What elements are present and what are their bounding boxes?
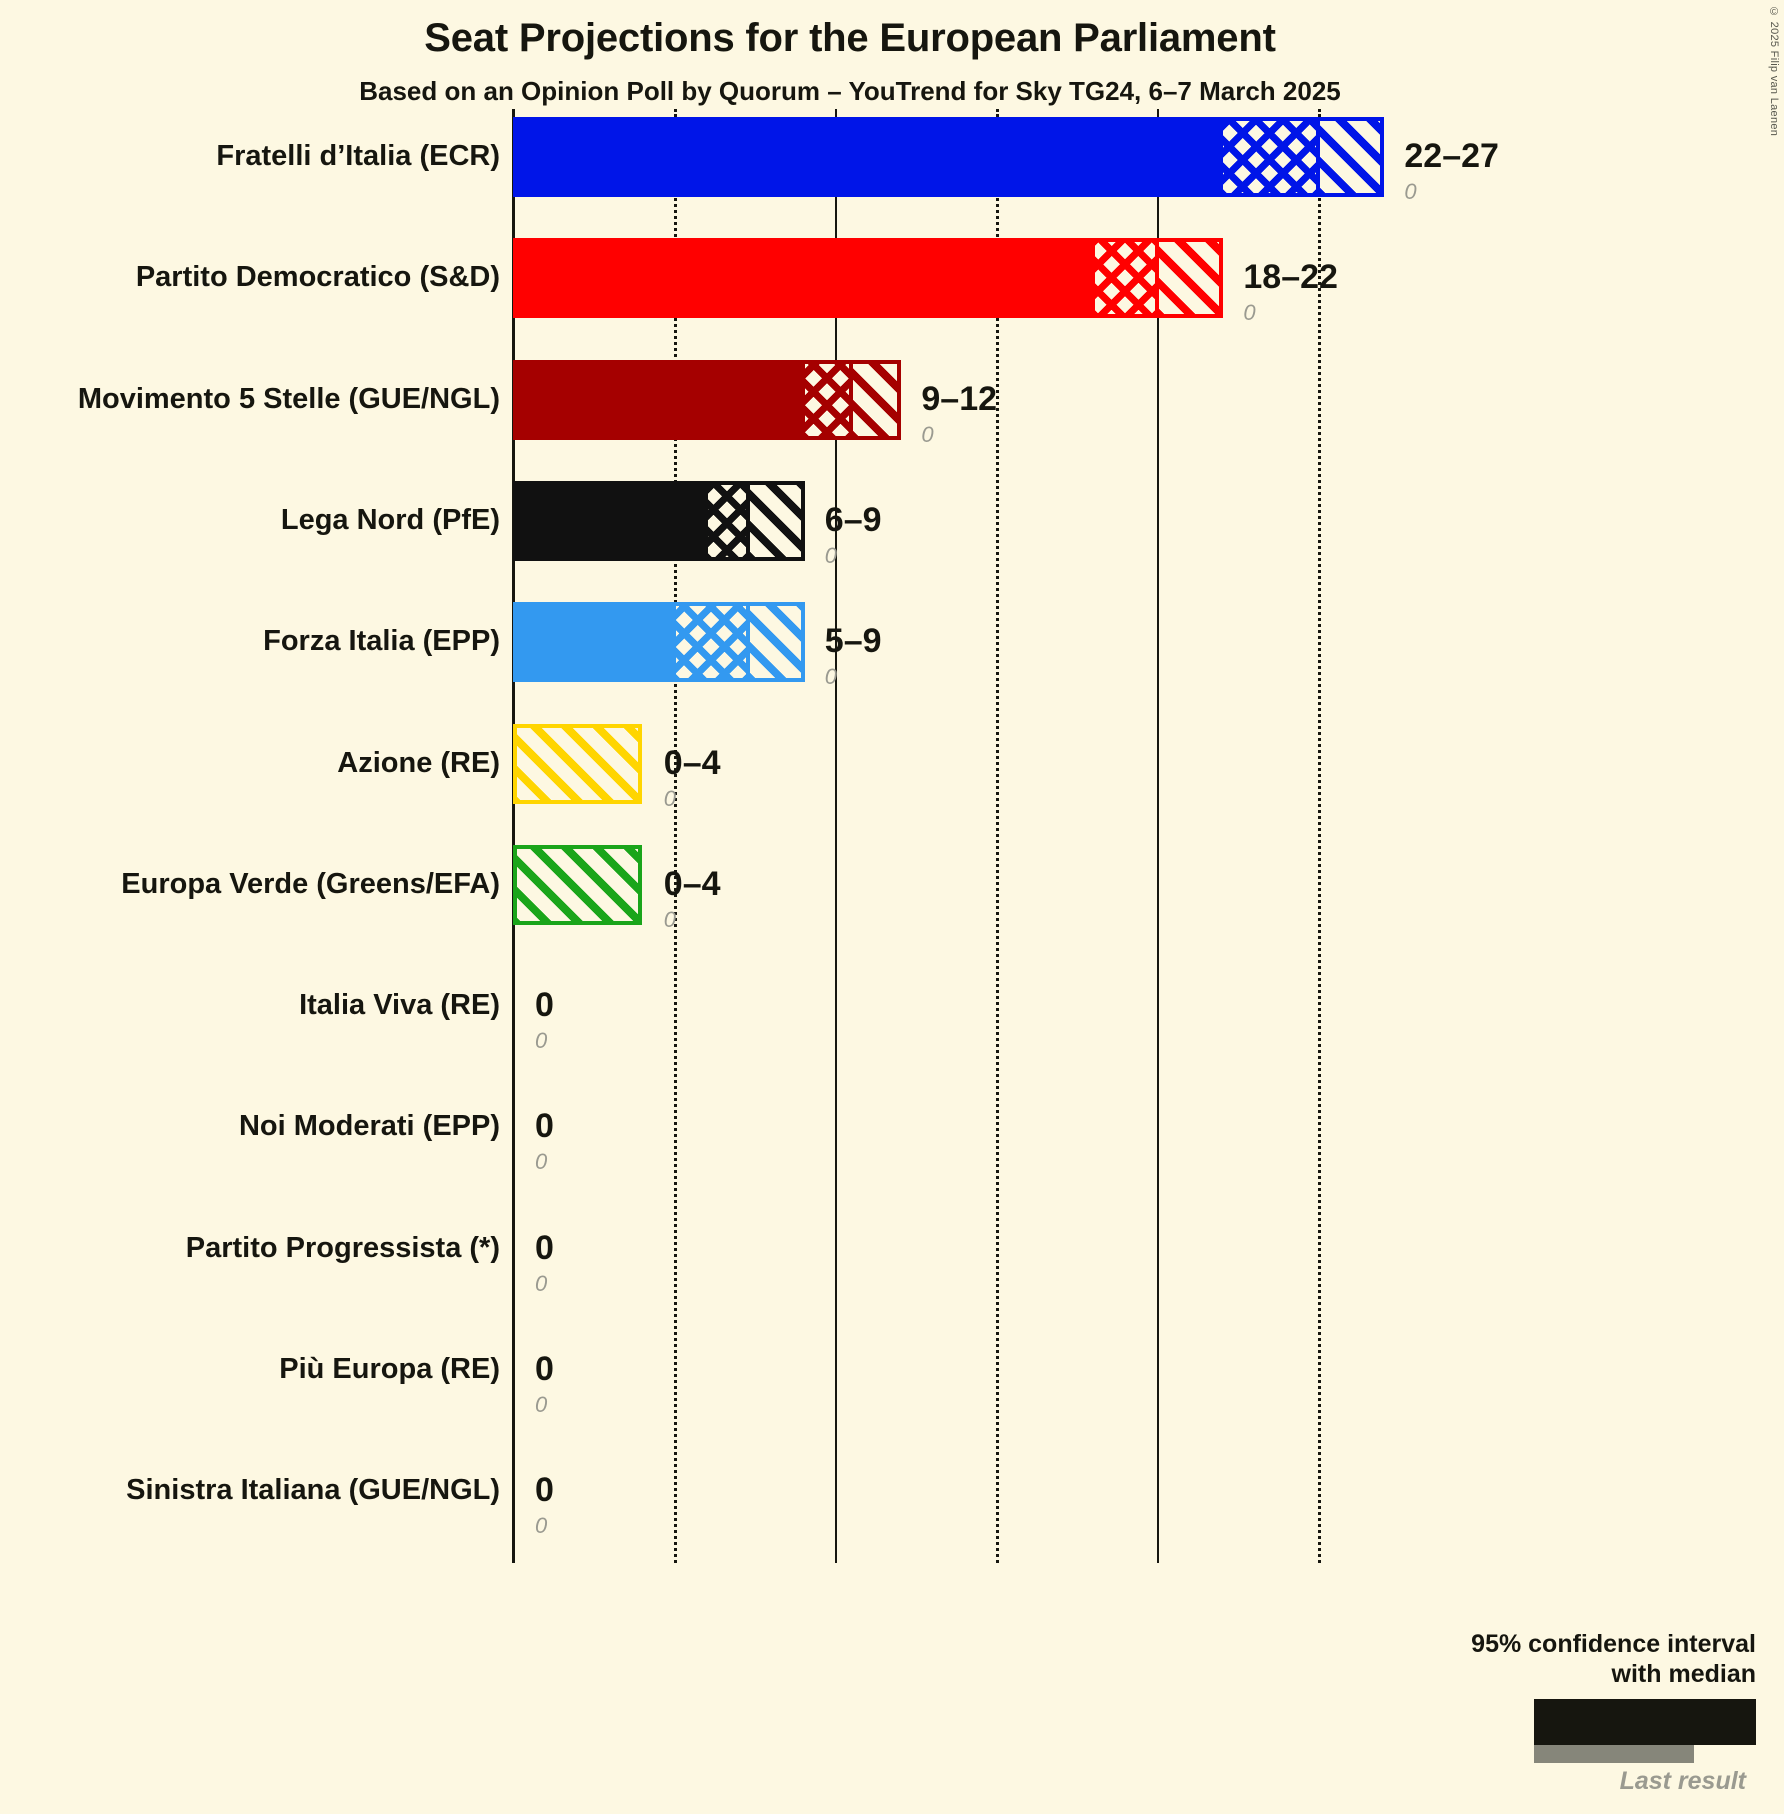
bar-segment-median-3 (706, 480, 749, 561)
legend-sample-bar (1534, 1699, 1756, 1745)
party-label-9: Partito Progressista (*) (185, 1231, 500, 1264)
value-label-2: 9–12 (921, 379, 998, 418)
bar-median-divider-2 (849, 359, 854, 440)
chart-row: Partito Progressista (*) 0 0 (0, 1209, 1784, 1295)
bar-segment-median-1 (1092, 238, 1157, 319)
party-label-0: Fratelli d’Italia (ECR) (216, 140, 500, 172)
chart-legend: 95% confidence interval with median Last… (1426, 1630, 1756, 1796)
party-label-6: Europa Verde (Greens/EFA) (121, 867, 500, 900)
last-result-label-10: 0 (535, 1392, 548, 1417)
legend-last-result-label: Last result (1619, 1767, 1746, 1795)
bar-segment-upper-3 (748, 480, 803, 561)
bar-6 (513, 844, 642, 925)
bar-segment-median-4 (674, 602, 749, 683)
party-label-1: Partito Democratico (S&D) (135, 261, 500, 294)
page-title: Seat Projections for the European Parlia… (424, 16, 1276, 60)
value-label-7: 0 (535, 986, 554, 1025)
gridline-10 (835, 109, 837, 1564)
last-result-label-6: 0 (663, 906, 677, 932)
legend-line-1: 95% confidence interval (1471, 1630, 1756, 1658)
legend-last-result-bar (1534, 1745, 1694, 1763)
chart-row: Italia Viva (RE) 0 0 (0, 966, 1784, 1052)
party-label-11: Sinistra Italiana (GUE/NGL) (126, 1474, 500, 1507)
party-label-8: Noi Moderati (EPP) (238, 1110, 500, 1143)
bar-5 (513, 723, 642, 804)
bar-segment-median-0 (1221, 117, 1318, 197)
bar-0 (513, 117, 1385, 197)
value-label-9: 0 (535, 1228, 554, 1267)
last-result-label-4: 0 (824, 664, 838, 690)
bar-segment-upper-4 (748, 602, 803, 683)
chart-subtitle: Based on an Opinion Poll by Quorum – You… (359, 76, 1341, 106)
party-label-2: Movimento 5 Stelle (GUE/NGL) (77, 382, 500, 415)
party-label-10: Più Europa (RE) (279, 1353, 500, 1385)
value-label-10: 0 (535, 1350, 554, 1388)
bar-median-divider-1 (1155, 238, 1159, 319)
last-result-label-1: 0 (1243, 300, 1256, 326)
value-label-5: 0–4 (663, 743, 721, 782)
gridline-5 (674, 109, 677, 1564)
bar-4 (513, 602, 805, 683)
bar-segment-upper-0 (1318, 117, 1383, 197)
party-label-5: Azione (RE) (337, 746, 500, 779)
chart-row: Movimento 5 Stelle (GUE/NGL) 9–12 0 (0, 359, 1784, 445)
chart-row: Più Europa (RE) 0 0 (0, 1330, 1784, 1416)
bar-3 (513, 480, 805, 561)
last-result-label-8: 0 (535, 1149, 548, 1175)
bar-segment-upper-6 (513, 844, 642, 925)
party-label-3: Lega Nord (PfE) (280, 503, 500, 536)
bar-segment-lower-2 (513, 359, 803, 440)
value-label-4: 5–9 (824, 622, 882, 661)
copyright-notice: © 2025 Filip van Laenen (1768, 6, 1780, 137)
chart-row: Partito Democratico (S&D) 18–22 0 (0, 238, 1784, 324)
value-label-8: 0 (535, 1107, 554, 1146)
last-result-label-0: 0 (1404, 179, 1417, 204)
chart-row: Sinistra Italiana (GUE/NGL) 0 0 (0, 1451, 1784, 1537)
party-label-7: Italia Viva (RE) (299, 989, 500, 1022)
last-result-label-2: 0 (921, 421, 934, 447)
last-result-label-11: 0 (535, 1513, 548, 1539)
bar-median-divider-4 (746, 602, 751, 683)
legend-crosshatch-segment (1662, 1703, 1718, 1741)
bar-segment-upper-2 (851, 359, 900, 440)
bar-segment-median-2 (802, 359, 852, 440)
chart-row: Noi Moderati (EPP) 0 0 (0, 1087, 1784, 1173)
axis-baseline (512, 109, 515, 1564)
value-label-0: 22–27 (1404, 137, 1499, 175)
gridline-20 (1157, 109, 1159, 1564)
last-result-label-7: 0 (535, 1028, 548, 1054)
last-result-label-5: 0 (663, 785, 677, 811)
chart-row: Forza Italia (EPP) 5–9 0 (0, 602, 1784, 688)
bar-segment-lower-4 (513, 602, 674, 683)
party-label-4: Forza Italia (EPP) (263, 625, 500, 658)
bar-median-divider-0 (1316, 117, 1320, 197)
last-result-label-9: 0 (535, 1270, 548, 1296)
chart-row: Europa Verde (Greens/EFA) 0–4 0 (0, 844, 1784, 930)
chart-row: Azione (RE) 0–4 0 (0, 723, 1784, 809)
bar-1 (513, 238, 1224, 319)
chart-row: Fratelli d’Italia (ECR) 22–27 0 (0, 117, 1784, 203)
bar-segment-upper-1 (1157, 238, 1222, 319)
value-label-6: 0–4 (663, 864, 721, 903)
value-label-3: 6–9 (824, 500, 882, 539)
legend-hatch-segment (1718, 1703, 1752, 1741)
gridline-15 (996, 109, 999, 1564)
value-label-1: 18–22 (1243, 258, 1338, 297)
bar-segment-lower-0 (513, 117, 1222, 197)
bar-median-divider-3 (746, 480, 751, 561)
bar-segment-upper-5 (513, 723, 642, 804)
value-label-11: 0 (535, 1471, 554, 1510)
bar-segment-lower-3 (513, 480, 707, 561)
last-result-label-3: 0 (824, 542, 838, 568)
chart-row: Lega Nord (PfE) 6–9 0 (0, 480, 1784, 566)
legend-line-2: with median (1611, 1659, 1756, 1688)
gridline-25 (1318, 109, 1321, 1564)
bar-segment-lower-1 (513, 238, 1093, 319)
bar-2 (513, 359, 902, 440)
